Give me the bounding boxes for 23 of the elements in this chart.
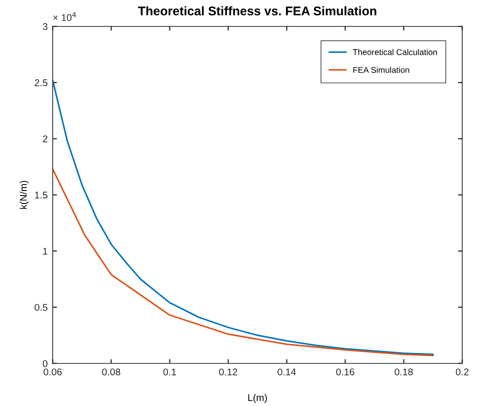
- y-tick-label: 3: [42, 23, 48, 30]
- x-tick-label: 0.1: [163, 368, 176, 376]
- x-tick-label: 0.12: [219, 368, 238, 376]
- y-tick-label: 0: [42, 360, 48, 367]
- y-tick-label: 2: [42, 135, 48, 142]
- line-series: [52, 80, 434, 356]
- legend-label: FEA Simulation: [353, 66, 410, 73]
- x-tick-label: 0.06: [44, 368, 62, 376]
- y-tick-label: 0.5: [34, 304, 48, 311]
- x-tick-label: 0.16: [336, 368, 354, 376]
- y-tick-label: 1.5: [35, 192, 48, 198]
- legend-label: Theoretical Calculation: [352, 49, 437, 56]
- x-tick-label: 0.08: [102, 368, 120, 376]
- x-tick-label: 0.14: [278, 368, 296, 376]
- y-axis-title: k(N/m): [20, 180, 29, 209]
- x-axis-title: L(m): [248, 394, 267, 404]
- x-tick-label: 0.18: [394, 368, 413, 376]
- x-tick-label: 0.2: [456, 368, 469, 376]
- chart-title: Theoretical Stiffness vs. FEA Simulation: [138, 6, 376, 16]
- line-series: [52, 168, 434, 356]
- y-tick-label: 2.5: [34, 79, 48, 86]
- y-tick-label: 1: [43, 248, 48, 255]
- text: × 10$^{4}$: [53, 12, 76, 22]
